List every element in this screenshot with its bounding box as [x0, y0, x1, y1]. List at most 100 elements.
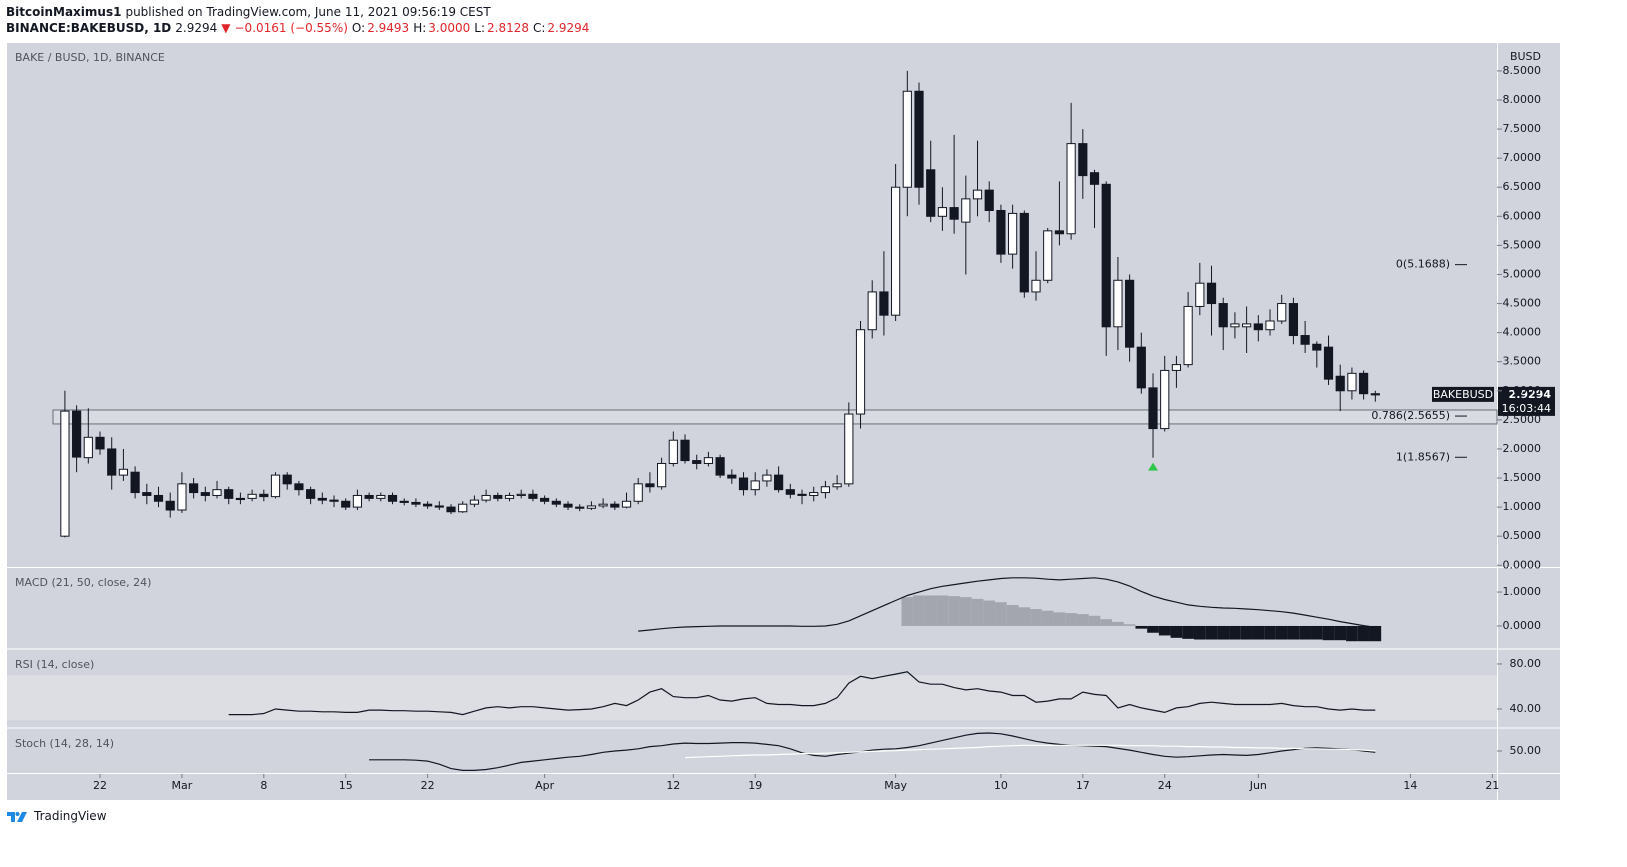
- candle-body: [1066, 143, 1076, 235]
- candle-body: [551, 500, 561, 505]
- candle-body: [153, 494, 164, 502]
- candle-body: [598, 503, 608, 507]
- histogram-bar: [1170, 625, 1183, 638]
- histogram-bar: [1088, 615, 1101, 626]
- y-tick-label: 4.0000: [1503, 326, 1542, 339]
- arrow: ▼: [221, 21, 231, 35]
- candle-body: [516, 493, 526, 496]
- histogram-bar: [971, 598, 984, 626]
- price-tag-symbol: BAKEBUSD: [1433, 388, 1493, 401]
- histogram-bar: [948, 596, 960, 626]
- indicator-line: [228, 671, 1376, 716]
- candle-body: [1031, 279, 1041, 293]
- histogram-bar: [1252, 625, 1265, 640]
- histogram-bar: [1369, 625, 1382, 642]
- candle-body: [1183, 305, 1193, 366]
- histogram-bar: [1217, 625, 1230, 640]
- candle-body: [165, 500, 175, 511]
- x-tick-label: 22: [93, 779, 107, 792]
- histogram-bar: [1100, 619, 1113, 626]
- candle-body: [1347, 372, 1357, 392]
- candle-body: [189, 483, 199, 494]
- candle-body: [1195, 282, 1205, 307]
- y-tick-label: 80.00: [1510, 657, 1542, 670]
- quote-value: 2.9294: [547, 21, 590, 35]
- histogram-bar: [1158, 625, 1171, 636]
- change: −0.0161 (−0.55%): [234, 21, 348, 35]
- candle-body: [785, 489, 795, 495]
- candle-body: [1054, 230, 1065, 235]
- candle-body: [1148, 387, 1158, 430]
- histogram-bar: [983, 600, 996, 626]
- fib-label: 0.786(2.5655): [1371, 409, 1450, 422]
- quote: O: 2.9493 H: 3.0000 L: 2.8128 C: 2.9294: [352, 21, 594, 35]
- footer: TradingView: [6, 809, 107, 823]
- candle-body: [1277, 303, 1287, 322]
- candle-body: [399, 500, 409, 503]
- candle-body: [867, 291, 877, 331]
- quote-value: 2.8128: [487, 21, 529, 35]
- candle-body: [481, 494, 491, 501]
- candle-body: [376, 494, 386, 499]
- y-tick-label: 0.0000: [1503, 558, 1542, 571]
- y-unit: BUSD: [1510, 50, 1541, 63]
- x-tick-label: Apr: [535, 779, 555, 792]
- candle-body: [200, 492, 210, 496]
- candle-body: [844, 413, 854, 485]
- x-tick-label: 22: [421, 779, 435, 792]
- x-tick-label: Jun: [1249, 779, 1267, 792]
- x-tick-label: 24: [1158, 779, 1172, 792]
- candle-body: [1359, 372, 1369, 395]
- candle-body: [586, 505, 597, 509]
- y-tick-label: 0.5000: [1503, 529, 1542, 542]
- candle-body: [1136, 346, 1146, 389]
- header: BitcoinMaximus1 published on TradingView.…: [6, 4, 597, 36]
- candle-body: [469, 499, 480, 505]
- candle-body: [879, 291, 889, 316]
- candle-body: [1370, 393, 1380, 396]
- x-tick-label: May: [884, 779, 907, 792]
- candle-body: [493, 494, 503, 499]
- candle-body: [270, 474, 281, 498]
- histogram-bar: [1299, 625, 1311, 640]
- panel-title: BAKE / BUSD, 1D, BINANCE: [15, 51, 165, 64]
- histogram-bar: [1065, 613, 1077, 626]
- candle-body: [961, 198, 971, 223]
- candle-body: [540, 497, 550, 502]
- x-tick-label: 17: [1076, 779, 1090, 792]
- histogram-bar: [959, 597, 972, 626]
- candle-body: [809, 492, 819, 496]
- histogram-bar: [901, 597, 914, 626]
- histogram-bar: [1076, 614, 1089, 626]
- candle-body: [212, 489, 222, 496]
- chart-background: [7, 43, 1560, 800]
- y-tick-label: 6.0000: [1503, 209, 1542, 222]
- candle-body: [727, 474, 737, 479]
- histogram-bar: [1264, 625, 1276, 640]
- candle-body: [95, 436, 105, 450]
- histogram-bar: [1123, 624, 1136, 626]
- candle-body: [774, 474, 784, 491]
- candle-body: [434, 505, 444, 508]
- candle-body: [235, 497, 246, 501]
- candle-body: [1265, 320, 1275, 331]
- candle-body: [387, 494, 398, 502]
- candle-body: [341, 500, 351, 508]
- histogram-bar: [1041, 610, 1054, 626]
- candle-body: [83, 436, 93, 459]
- histogram-bar: [1334, 625, 1347, 641]
- candle-body: [1242, 323, 1252, 328]
- candle-body: [575, 506, 585, 509]
- candle-body: [692, 460, 702, 464]
- candle-body: [855, 329, 866, 415]
- candle-body: [107, 448, 117, 476]
- candle-body: [118, 468, 129, 476]
- candle-body: [528, 493, 538, 499]
- quote-label: C:: [533, 21, 546, 35]
- histogram-bar: [1287, 625, 1300, 640]
- y-tick-label: 0.0000: [1503, 619, 1542, 632]
- candle-body: [668, 439, 678, 464]
- candle-body: [1171, 364, 1182, 371]
- x-tick-label: 21: [1485, 779, 1499, 792]
